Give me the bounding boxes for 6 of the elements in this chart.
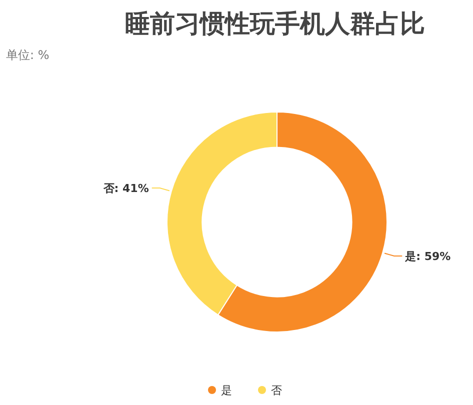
legend-label: 否 [271, 384, 282, 397]
chart-subtitle: 单位: % [6, 48, 50, 62]
chart-title: 睡前习惯性玩手机人群占比 [125, 9, 425, 38]
data-label: 是: 59% [404, 250, 451, 264]
legend-label: 是 [221, 384, 232, 397]
data-label: 否: 41% [102, 182, 149, 195]
